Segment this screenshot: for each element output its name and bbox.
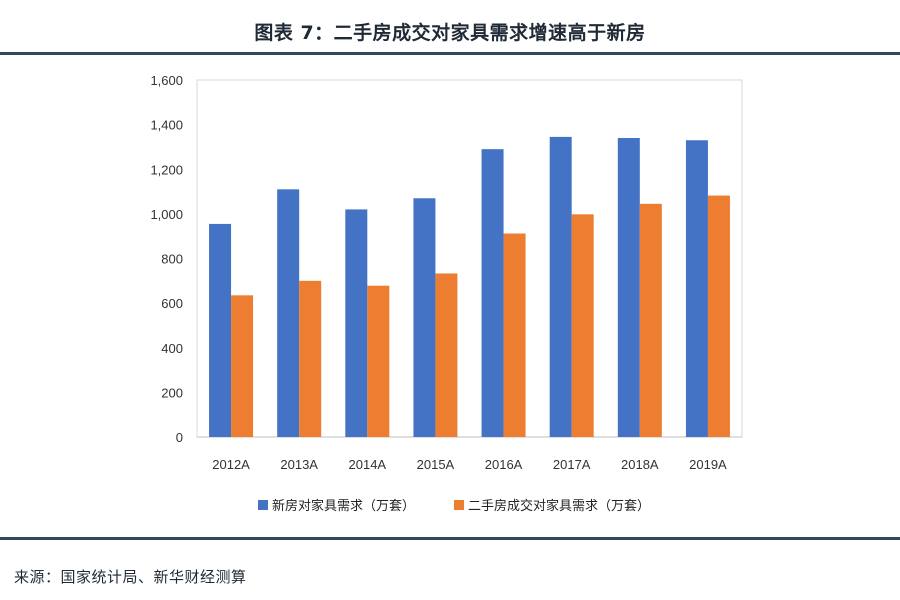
x-tick-label: 2013A — [280, 457, 318, 472]
x-tick-label: 2015A — [417, 457, 455, 472]
bar-new-house — [345, 209, 368, 437]
bar-second-hand — [435, 273, 458, 437]
legend-swatch — [454, 500, 464, 510]
x-tick-label: 2016A — [485, 457, 523, 472]
x-tick-label: 2019A — [689, 457, 727, 472]
x-tick-label: 2017A — [553, 457, 591, 472]
y-tick-label: 1,000 — [150, 207, 183, 222]
bar-chart: 0 200 400 600 800 1,000 1,200 1,400 1,600 2012A 2… — [150, 73, 743, 514]
title-divider — [0, 52, 900, 55]
bar-second-hand — [299, 280, 322, 437]
bar-new-house — [413, 198, 436, 437]
legend-label: 新房对家具需求（万套） — [272, 498, 415, 514]
y-tick-label: 200 — [161, 385, 183, 400]
x-tick-label: 2014A — [349, 457, 387, 472]
bar-new-house — [277, 189, 300, 437]
footer-divider — [0, 537, 900, 540]
bar-second-hand — [639, 203, 662, 437]
y-tick-label: 400 — [161, 341, 183, 356]
bar-second-hand — [231, 295, 254, 437]
legend-label: 二手房成交对家具需求（万套） — [468, 498, 650, 514]
bar-new-house — [481, 149, 504, 437]
y-tick-label: 1,400 — [150, 118, 183, 133]
bar-second-hand — [707, 195, 730, 437]
bar-second-hand — [571, 214, 594, 437]
bar-new-house — [617, 138, 640, 437]
y-tick-label: 0 — [176, 430, 183, 445]
bar-new-house — [209, 223, 232, 437]
page-title: 图表 7：二手房成交对家具需求增速高于新房 — [254, 22, 646, 44]
y-tick-label: 1,600 — [150, 73, 183, 88]
bar-new-house — [549, 136, 572, 437]
x-tick-label: 2012A — [212, 457, 250, 472]
legend-swatch — [258, 500, 268, 510]
y-tick-label: 600 — [161, 296, 183, 311]
source-note: 来源：国家统计局、新华财经测算 — [14, 568, 247, 586]
y-tick-label: 1,200 — [150, 162, 183, 177]
x-tick-label: 2018A — [621, 457, 659, 472]
bar-new-house — [685, 140, 708, 437]
bar-second-hand — [503, 233, 526, 437]
y-tick-label: 800 — [161, 252, 183, 267]
bar-second-hand — [367, 285, 390, 437]
